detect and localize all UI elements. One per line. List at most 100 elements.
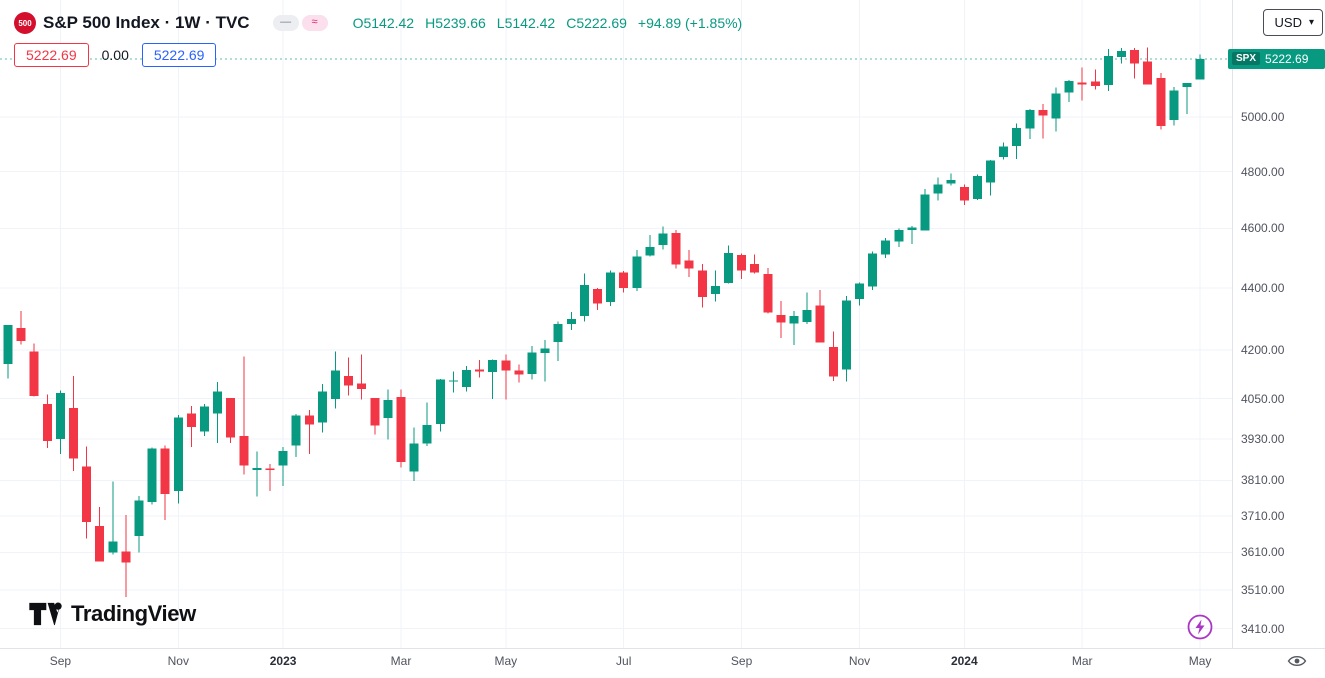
candle-body xyxy=(147,448,157,502)
price-tick-label: 3710.00 xyxy=(1241,508,1285,523)
close-value: C5222.69 xyxy=(566,15,627,31)
candle-body xyxy=(226,397,236,438)
candle-body xyxy=(1064,80,1074,93)
candle-body xyxy=(750,263,760,273)
candle-body xyxy=(1130,49,1140,64)
time-tick-label: May xyxy=(1188,654,1212,668)
candle-body xyxy=(186,413,196,427)
low-value: L5142.42 xyxy=(496,15,556,31)
candle-body xyxy=(1090,81,1100,87)
candle-body xyxy=(789,316,799,324)
candle-body xyxy=(999,146,1009,157)
candle-body xyxy=(645,247,655,256)
candle-body xyxy=(357,383,367,390)
candle-body xyxy=(422,424,432,444)
candle-body xyxy=(1182,83,1192,87)
candle-body xyxy=(763,274,773,313)
price-tick-label: 3930.00 xyxy=(1241,431,1285,446)
candle-body xyxy=(553,324,563,342)
time-tick-label: Mar xyxy=(1071,654,1093,668)
time-tick-label: Mar xyxy=(390,654,412,668)
time-tick-label: 2024 xyxy=(950,654,978,668)
candle-body xyxy=(619,272,629,289)
candle-body xyxy=(684,260,694,269)
price-tick-label: 4600.00 xyxy=(1241,221,1285,236)
change-value: +94.89 (+1.85%) xyxy=(637,15,743,31)
candle-body xyxy=(593,289,602,304)
price-tick-label: 4400.00 xyxy=(1241,280,1285,295)
candle-body xyxy=(396,396,406,463)
candle-body xyxy=(566,318,576,325)
price-tick-label: 4200.00 xyxy=(1241,343,1285,358)
candle-body xyxy=(160,448,170,495)
candle-body xyxy=(841,300,851,370)
candle-body xyxy=(239,435,249,466)
candle-body xyxy=(501,360,511,371)
candle-body xyxy=(475,369,485,372)
candle-body xyxy=(304,415,314,425)
candle-body xyxy=(1051,93,1061,119)
price-tick-label: 3410.00 xyxy=(1241,621,1285,636)
ohlc-readout: O5142.42 H5239.66 L5142.42 C5222.69 +94.… xyxy=(353,15,743,31)
symbol-ticker-label: SPX xyxy=(1232,52,1261,66)
sp500-logo-badge: 500 xyxy=(14,12,36,34)
time-axis-separator xyxy=(0,648,1325,649)
tradingview-logo[interactable]: TradingView xyxy=(28,601,196,627)
candle-body xyxy=(16,328,26,342)
price-tick-label: 3610.00 xyxy=(1241,545,1285,560)
time-tick-label: Sep xyxy=(730,654,753,668)
time-tick-label: Nov xyxy=(848,654,871,668)
candle-body xyxy=(409,443,419,472)
candle-body xyxy=(317,391,327,423)
candle-body xyxy=(671,233,681,265)
candle-body xyxy=(278,450,288,466)
candle-body xyxy=(697,270,707,297)
minus-pill-icon[interactable]: — xyxy=(272,15,299,31)
price-tick-label: 3510.00 xyxy=(1241,582,1285,597)
symbol-title[interactable]: S&P 500 Index · 1W · TVC xyxy=(43,13,250,32)
candle-body xyxy=(1143,61,1153,85)
ask-price-box[interactable]: 5222.69 xyxy=(141,43,217,67)
candle-body xyxy=(815,305,825,343)
candle-body xyxy=(173,417,183,491)
candle-body xyxy=(527,352,537,374)
candle-body xyxy=(632,256,642,289)
candle-body xyxy=(29,351,39,396)
price-tick-label: 3810.00 xyxy=(1241,473,1285,488)
candle-body xyxy=(265,468,275,470)
candle-body xyxy=(213,391,223,414)
candle-body xyxy=(1038,110,1048,116)
candle-body xyxy=(1012,128,1022,146)
open-value: O5142.42 xyxy=(352,15,415,31)
candle-body xyxy=(108,541,118,553)
price-axis-separator xyxy=(1232,0,1233,648)
high-value: H5239.66 xyxy=(425,15,486,31)
candle-body xyxy=(448,380,458,382)
candle-body xyxy=(894,230,904,242)
candle-body xyxy=(3,324,13,365)
time-tick-label: 2023 xyxy=(269,654,297,668)
candle-body xyxy=(802,309,812,322)
bid-price-box[interactable]: 5222.69 xyxy=(14,43,89,67)
candle-body xyxy=(959,186,969,201)
lightning-icon[interactable] xyxy=(1185,612,1215,647)
currency-label: USD xyxy=(1274,15,1302,30)
candle-body xyxy=(134,500,144,536)
candle-body xyxy=(1103,55,1113,85)
candle-body xyxy=(540,348,550,354)
tradingview-logo-text: TradingView xyxy=(71,601,196,626)
candle-body xyxy=(121,551,131,563)
last-price-tag: SPX 5222.69 xyxy=(1228,48,1325,69)
wave-pill-icon[interactable]: ≈ xyxy=(301,15,328,31)
candle-body xyxy=(579,284,589,317)
time-axis[interactable]: Sep Nov 2023 Mar May Jul Sep Nov 2024 Mar May xyxy=(0,649,1325,678)
price-tick-label: 5000.00 xyxy=(1241,110,1285,124)
currency-dropdown[interactable]: USD ▾ xyxy=(1262,9,1323,36)
candle-body xyxy=(710,286,720,294)
eye-icon[interactable] xyxy=(1287,654,1307,673)
last-price-value: 5222.69 xyxy=(1265,51,1309,66)
price-axis[interactable]: 5000.00 4800.00 4600.00 4400.00 4200.00 4050.… xyxy=(1233,0,1325,648)
candle-body xyxy=(344,376,354,386)
